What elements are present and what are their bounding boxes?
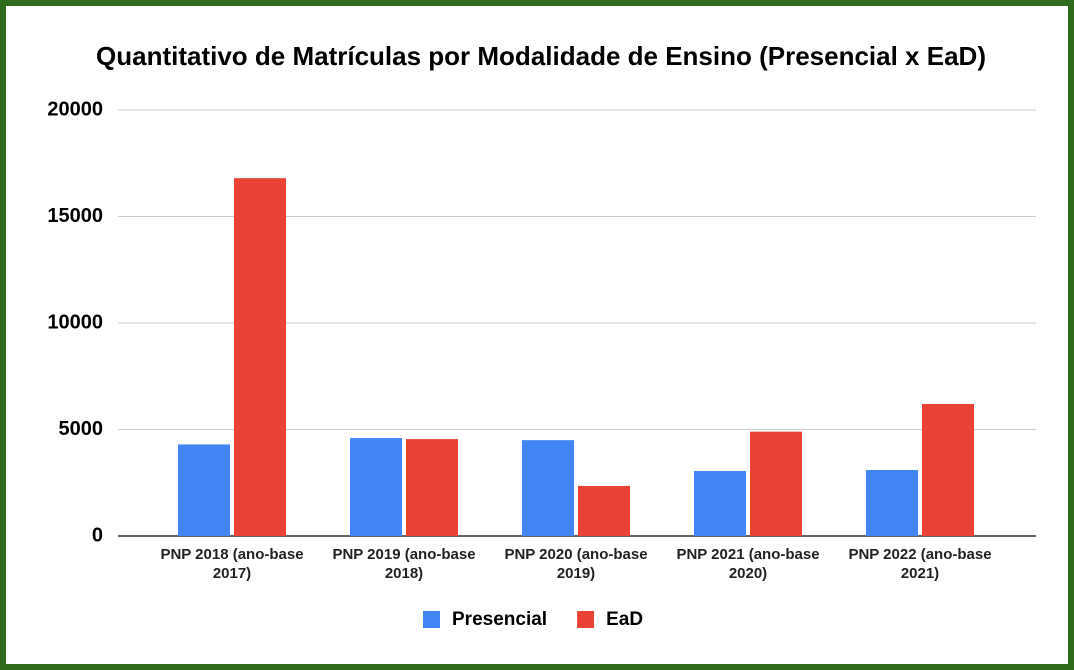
bar	[406, 439, 458, 536]
bar	[922, 403, 974, 536]
frame	[6, 6, 1068, 664]
bar	[350, 438, 402, 536]
y-tick-label: 5000	[59, 418, 104, 440]
y-tick-label: 10000	[47, 311, 103, 333]
bar	[578, 485, 630, 536]
x-tick-label: PNP 2019 (ano-base 2018)	[332, 546, 476, 582]
x-tick-label: PNP 2020 (ano-base 2019)	[504, 546, 648, 582]
x-tick-label: PNP 2018 (ano-base 2017)	[160, 546, 304, 582]
chart-title: Quantitativo de Matrículas por Modalidad…	[96, 41, 986, 71]
x-tick-label: PNP 2021 (ano-base 2020)	[676, 546, 820, 582]
legend-label: Presencial	[452, 609, 547, 630]
legend-label: EaD	[606, 609, 643, 630]
y-tick-label: 20000	[47, 98, 103, 120]
bar	[866, 469, 918, 536]
bar	[522, 440, 574, 536]
y-tick-label: 15000	[47, 205, 103, 227]
bar	[750, 431, 802, 536]
x-tick-label: PNP 2022 (ano-base 2021)	[848, 546, 992, 582]
legend-swatch	[423, 611, 440, 628]
legend-swatch	[577, 611, 595, 628]
bar	[234, 178, 286, 536]
bar	[178, 444, 230, 536]
y-tick-label: 0	[92, 524, 103, 546]
bar	[694, 471, 746, 536]
